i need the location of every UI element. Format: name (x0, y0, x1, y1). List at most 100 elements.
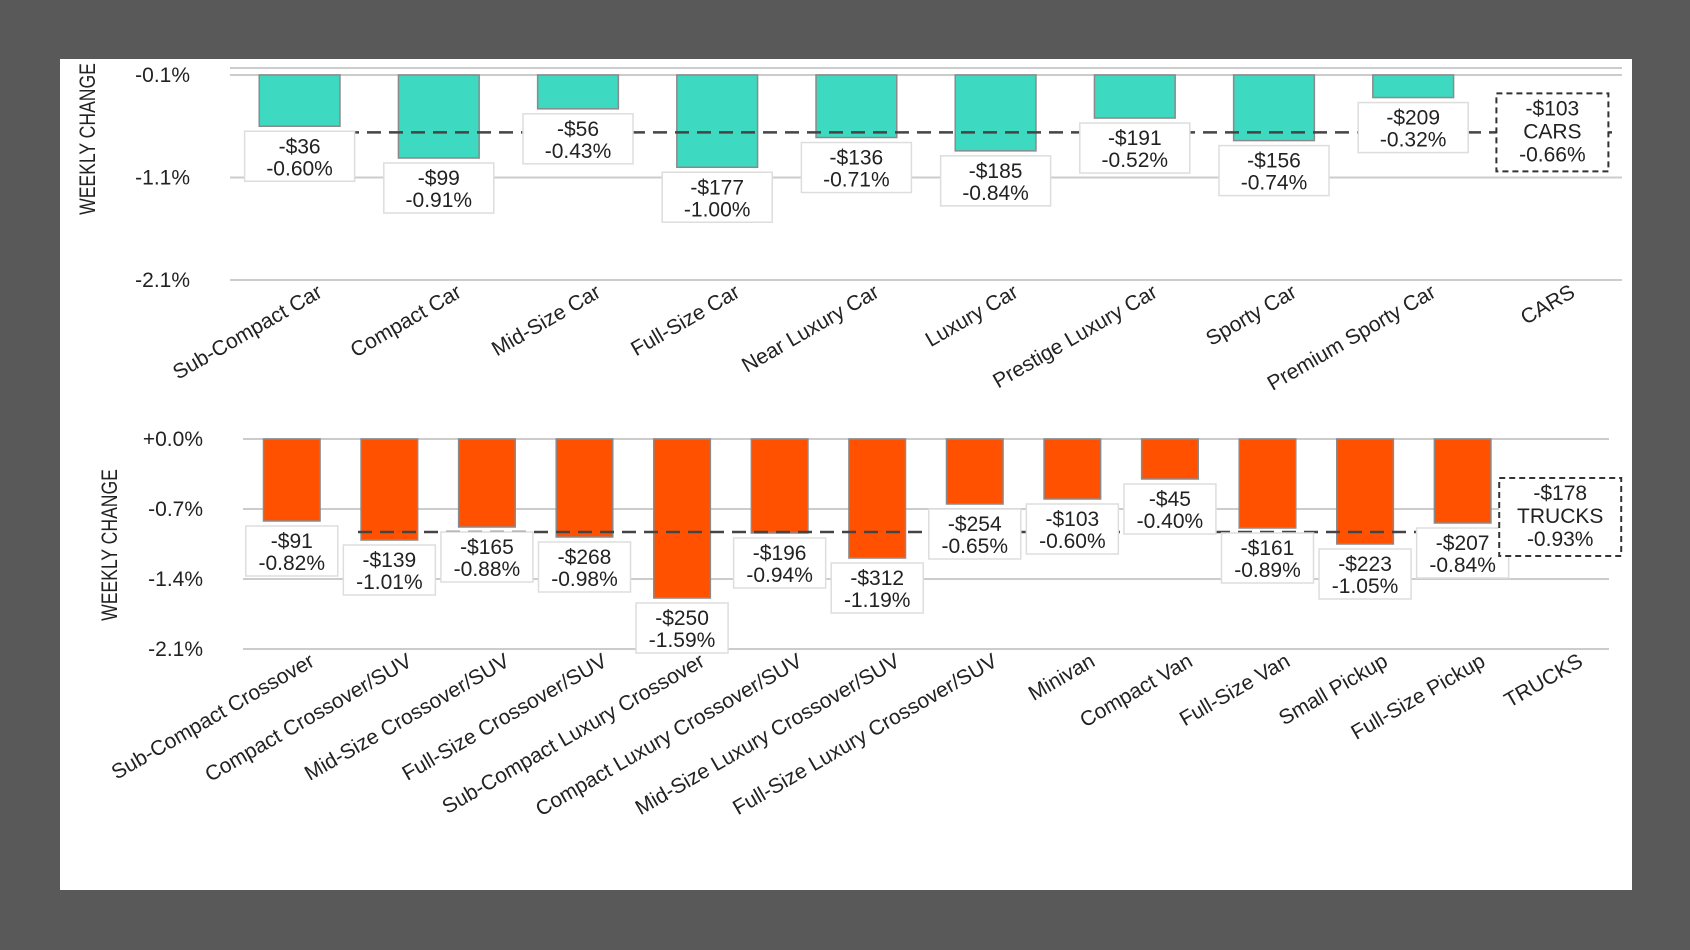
data-label-box (800, 141, 913, 194)
data-label-percent: -0.60% (1039, 530, 1106, 553)
data-label-dollar: -$139 (362, 549, 416, 572)
bar (750, 438, 809, 534)
data-label-percent: -0.32% (1380, 129, 1447, 152)
bar (1232, 74, 1316, 142)
data-label-box (732, 537, 827, 589)
y-tick-label: +0.0% (143, 428, 203, 451)
bar (1238, 438, 1297, 529)
data-label-dollar: -$209 (1386, 107, 1440, 130)
data-label-box (635, 602, 729, 654)
data-label-box (440, 531, 534, 583)
data-label-box (1357, 101, 1469, 154)
data-label-percent: -0.74% (1241, 172, 1308, 195)
bar (1043, 438, 1102, 500)
data-label-dollar: -$185 (969, 160, 1023, 183)
data-label-dollar: -$36 (279, 135, 321, 158)
data-label-dollar: -$136 (830, 147, 884, 170)
x-axis-category-label: Compact Car (347, 280, 466, 362)
x-axis-category-label: Mid-Size Car (488, 280, 605, 361)
data-label-box (1123, 483, 1217, 535)
chart-panel: -0.1% -1.1% -2.1% WEEKLY CHANGE -$36 -0.60% -$… (60, 59, 1632, 890)
data-label-box (522, 113, 634, 165)
data-label-box (342, 544, 437, 596)
bar (815, 74, 898, 139)
data-label-box (537, 541, 632, 593)
x-axis-category-label: Luxury Car (922, 280, 1022, 351)
data-label-box (243, 130, 356, 182)
bar (397, 74, 480, 159)
bar (848, 438, 907, 559)
y-tick-label: -1.1% (135, 167, 190, 190)
data-label-percent: -1.05% (1332, 575, 1399, 598)
total-dollar: -$178 (1533, 482, 1587, 505)
x-axis-category-label: Minivan (1025, 649, 1099, 705)
data-label-percent: -0.88% (454, 558, 521, 581)
data-label-percent: -0.60% (266, 157, 333, 180)
total-summary-box (1495, 92, 1610, 173)
chart-svg: -0.1%-1.1%-2.1%WEEKLY CHANGE -$36-0.60% -$… (76, 63, 1623, 821)
data-label-percent: -1.00% (684, 198, 751, 221)
data-label-percent: -0.40% (1137, 510, 1204, 533)
total-percent: -0.93% (1527, 528, 1594, 551)
x-axis-category-label: Full-Size Car (627, 280, 744, 361)
data-label-percent: -0.43% (545, 140, 612, 163)
x-axis-category-label: Sporty Car (1202, 280, 1300, 350)
x-axis-category-label: CARS (1517, 280, 1579, 329)
y-tick-label: -2.1% (135, 269, 190, 292)
data-label-dollar: -$196 (753, 542, 807, 565)
data-label-dollar: -$91 (271, 530, 313, 553)
data-label-percent: -0.71% (823, 169, 890, 192)
bar (1372, 74, 1455, 99)
data-label-box (661, 171, 773, 223)
data-label-dollar: -$223 (1338, 553, 1392, 576)
bar (555, 438, 614, 538)
data-label-box (1220, 532, 1315, 584)
data-label-dollar: -$56 (557, 118, 599, 141)
data-label-dollar: -$165 (460, 536, 514, 559)
data-label-box (939, 155, 1052, 207)
data-label-percent: -1.01% (356, 571, 423, 594)
y-axis-label: WEEKLY CHANGE (98, 469, 122, 621)
data-label-box (1415, 527, 1510, 579)
data-label-percent: -0.84% (1429, 554, 1496, 577)
data-label-dollar: -$312 (850, 567, 904, 590)
data-label-percent: -0.98% (551, 568, 618, 591)
data-label-dollar: -$250 (655, 607, 709, 630)
data-label-percent: -0.82% (259, 552, 326, 575)
data-label-percent: -0.89% (1234, 559, 1301, 582)
bar (360, 438, 419, 541)
x-axis-category-label: Sub-Compact Car (169, 280, 326, 384)
y-tick-label: -1.4% (148, 568, 203, 591)
data-label-dollar: -$191 (1108, 127, 1162, 150)
data-label-dollar: -$99 (418, 167, 460, 190)
data-label-box (1318, 548, 1412, 600)
data-label-box (383, 162, 495, 214)
bar (262, 438, 321, 522)
data-label-percent: -0.52% (1102, 149, 1169, 172)
data-label-box (1218, 144, 1330, 197)
bar (536, 74, 620, 110)
data-label-box (245, 525, 339, 577)
x-axis-category-label: Full-Size Van (1176, 649, 1294, 731)
data-label-percent: -0.65% (942, 535, 1009, 558)
total-label: CARS (1523, 120, 1581, 143)
y-tick-label: -0.7% (148, 498, 203, 521)
y-tick-label: -0.1% (135, 64, 190, 87)
data-label-dollar: -$268 (558, 546, 612, 569)
data-label-percent: -1.19% (844, 589, 911, 612)
total-label: TRUCKS (1517, 505, 1603, 528)
x-axis-category-label: Near Luxury Car (738, 280, 883, 377)
bar (954, 74, 1037, 152)
data-label-box (1079, 122, 1191, 174)
bar (676, 74, 759, 168)
data-label-percent: -0.94% (746, 564, 813, 587)
data-label-percent: -0.91% (406, 189, 473, 212)
bar (653, 438, 712, 599)
data-label-dollar: -$254 (948, 513, 1002, 536)
y-tick-label: -2.1% (148, 638, 203, 661)
data-label-dollar: -$177 (690, 176, 744, 199)
data-label-dollar: -$161 (1241, 537, 1295, 560)
bar (1433, 438, 1492, 524)
bar (457, 438, 516, 528)
data-label-box (830, 562, 924, 614)
